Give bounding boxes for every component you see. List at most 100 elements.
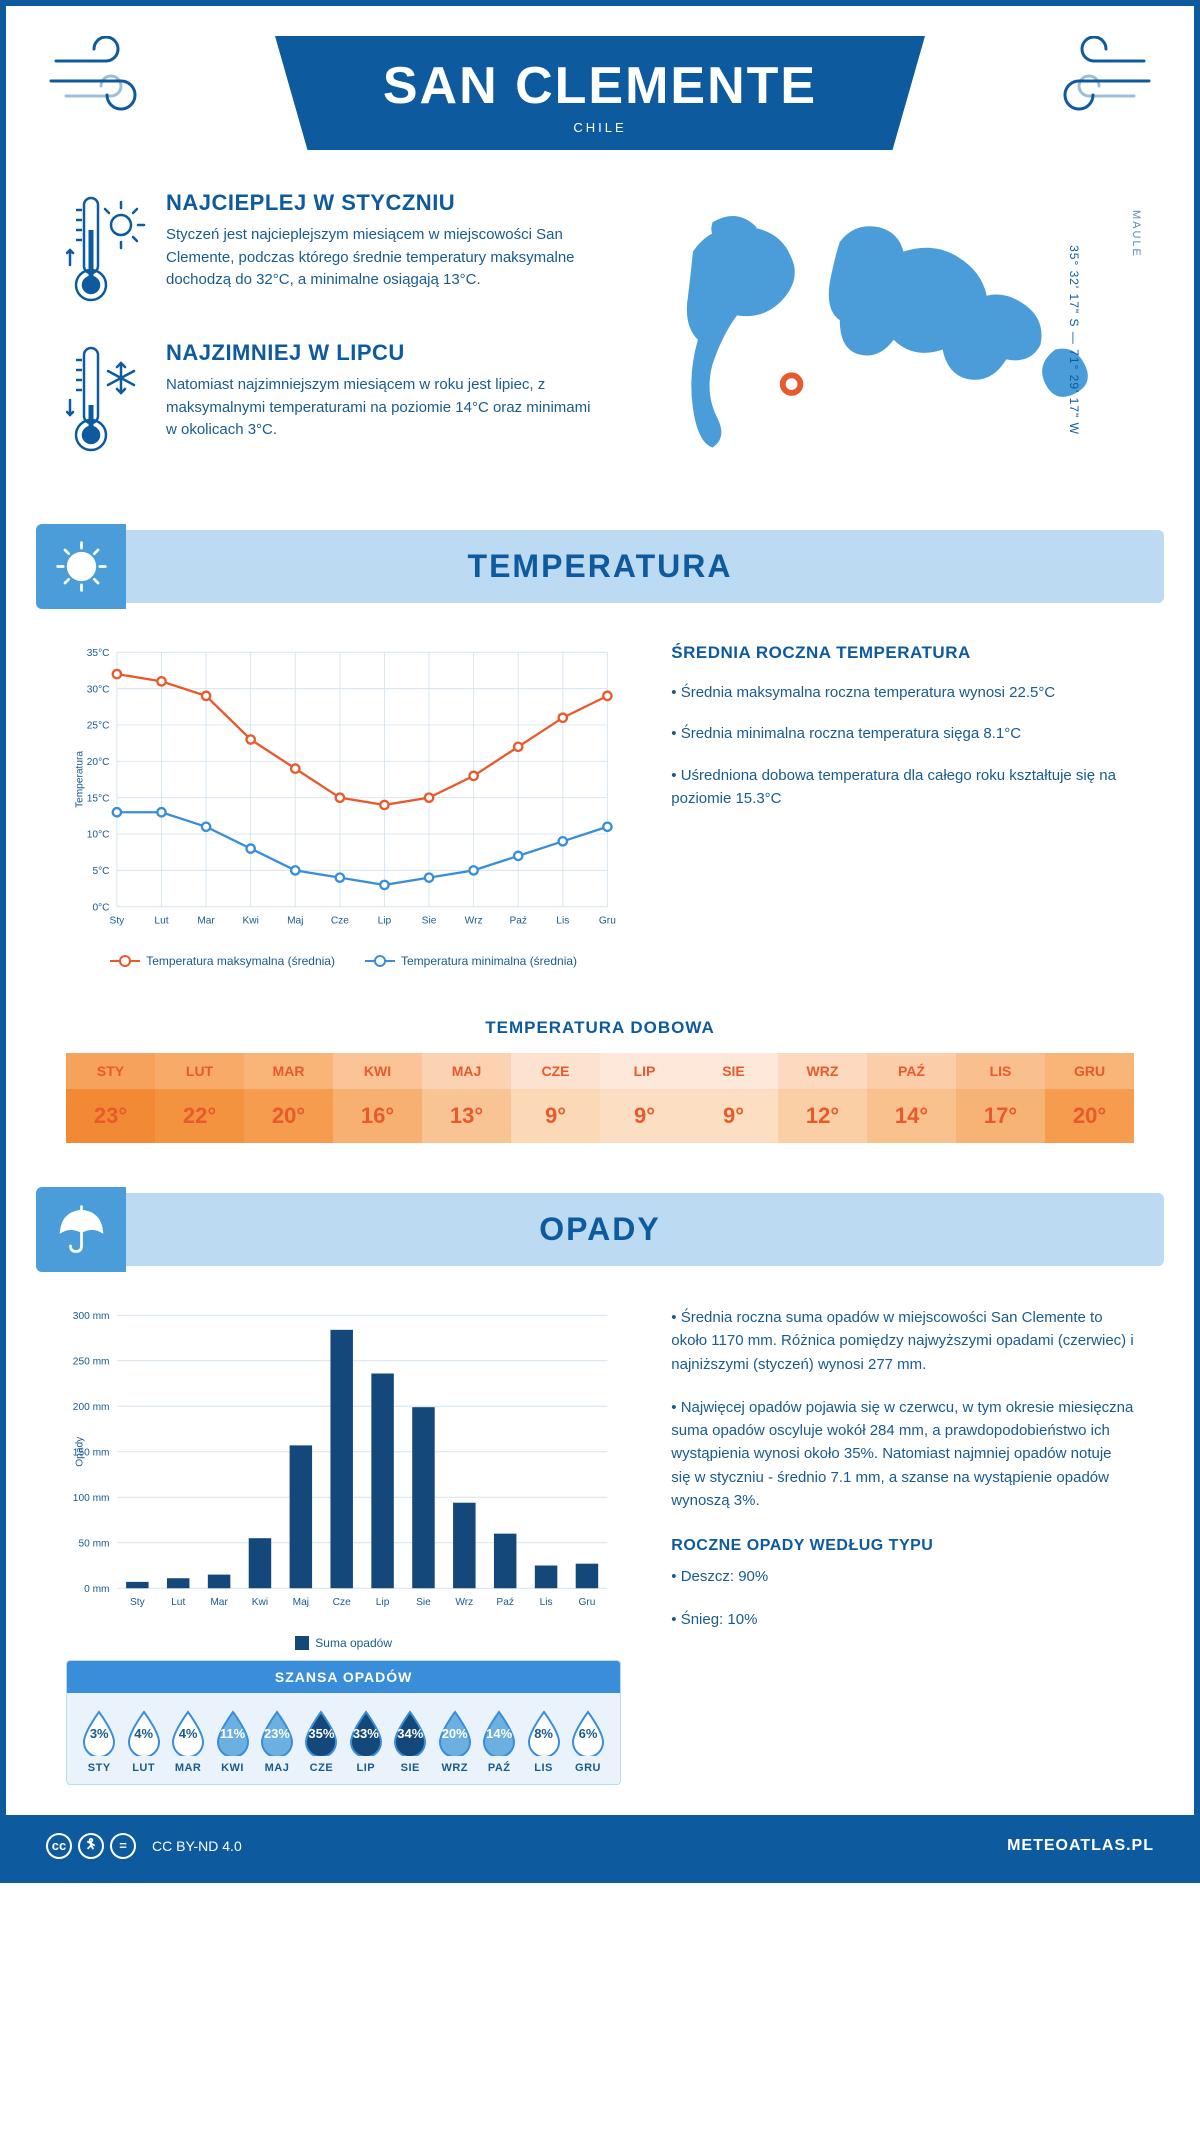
svg-text:Lis: Lis [556, 915, 569, 926]
temp-legend: Temperatura maksymalna (średnia) Tempera… [66, 954, 621, 968]
chance-box: SZANSA OPADÓW 3% STY 4% LUT 4% MAR [66, 1660, 621, 1785]
month-cell: SIE 9° [689, 1053, 778, 1143]
by-icon: 🯈 [78, 1833, 104, 1859]
svg-text:50 mm: 50 mm [78, 1539, 109, 1550]
month-cell: WRZ 12° [778, 1053, 867, 1143]
temperature-title: TEMPERATURA [36, 548, 1164, 585]
svg-text:15°C: 15°C [87, 793, 110, 804]
svg-text:Gru: Gru [599, 915, 616, 926]
chance-cell: 6% GRU [566, 1708, 610, 1774]
title-banner: SAN CLEMENTE CHILE [275, 36, 925, 150]
chance-cell: 11% KWI [210, 1708, 254, 1774]
fact-hot-text: Styczeń jest najcieplejszym miesiącem w … [166, 224, 604, 292]
month-cell: KWI 16° [333, 1053, 422, 1143]
svg-text:Mar: Mar [197, 915, 215, 926]
chance-cell: 4% LUT [121, 1708, 165, 1774]
legend-max: Temperatura maksymalna (średnia) [146, 954, 335, 968]
svg-text:Sty: Sty [110, 915, 126, 926]
fact-hot-title: NAJCIEPLEJ W STYCZNIU [166, 190, 604, 216]
svg-text:30°C: 30°C [87, 684, 110, 695]
svg-text:35°C: 35°C [87, 648, 110, 659]
month-cell: LUT 22° [155, 1053, 244, 1143]
month-cell: MAJ 13° [422, 1053, 511, 1143]
precip-legend: Suma opadów [66, 1636, 621, 1650]
annual-point: Uśredniona dobowa temperatura dla całego… [671, 764, 1134, 811]
svg-text:Cze: Cze [333, 1597, 351, 1608]
chance-cell: 20% WRZ [433, 1708, 477, 1774]
chance-cell: 4% MAR [166, 1708, 210, 1774]
chance-cell: 14% PAŹ [477, 1708, 521, 1774]
cc-icon: cc [46, 1833, 72, 1859]
world-map [644, 190, 1134, 470]
svg-text:Sie: Sie [416, 1597, 431, 1608]
city-name: SAN CLEMENTE [375, 56, 825, 116]
svg-text:Kwi: Kwi [242, 915, 258, 926]
intro-section: NAJCIEPLEJ W STYCZNIU Styczeń jest najci… [6, 170, 1194, 530]
svg-text:Temperatura: Temperatura [75, 751, 86, 808]
svg-text:Mar: Mar [210, 1597, 228, 1608]
legend-min: Temperatura minimalna (średnia) [401, 954, 577, 968]
sun-icon [36, 524, 126, 609]
chance-cell: 35% CZE [299, 1708, 343, 1774]
precip-legend-label: Suma opadów [315, 1636, 392, 1650]
svg-text:100 mm: 100 mm [73, 1493, 110, 1504]
svg-text:5°C: 5°C [92, 866, 109, 877]
wind-icon-left [46, 36, 166, 116]
svg-text:Kwi: Kwi [252, 1597, 268, 1608]
svg-text:Wrz: Wrz [455, 1597, 473, 1608]
license-block: cc 🯈 = CC BY-ND 4.0 [46, 1833, 242, 1859]
chance-cell: 8% LIS [521, 1708, 565, 1774]
svg-text:Opady: Opady [75, 1436, 86, 1467]
svg-text:Lut: Lut [171, 1597, 185, 1608]
annual-point: Średnia maksymalna roczna temperatura wy… [671, 681, 1134, 704]
chance-cell: 23% MAJ [255, 1708, 299, 1774]
daily-temp-table: STY 23° LUT 22° MAR 20° KWI 16° MAJ 13° … [66, 1053, 1134, 1143]
svg-text:Maj: Maj [293, 1597, 309, 1608]
chance-cell: 33% LIP [344, 1708, 388, 1774]
month-cell: LIP 9° [600, 1053, 689, 1143]
fact-cold-title: NAJZIMNIEJ W LIPCU [166, 340, 604, 366]
precip-types-title: ROCZNE OPADY WEDŁUG TYPU [671, 1537, 1134, 1555]
precip-header: OPADY [36, 1193, 1164, 1266]
license-text: CC BY-ND 4.0 [152, 1838, 242, 1854]
precip-para1: Średnia roczna suma opadów w miejscowośc… [671, 1306, 1134, 1376]
chance-cell: 34% SIE [388, 1708, 432, 1774]
thermometer-snow-icon [66, 340, 146, 460]
temperature-header: TEMPERATURA [36, 530, 1164, 603]
svg-text:25°C: 25°C [87, 721, 110, 732]
svg-text:Lut: Lut [154, 915, 168, 926]
svg-text:Gru: Gru [578, 1597, 595, 1608]
svg-text:250 mm: 250 mm [73, 1357, 110, 1368]
svg-text:Paź: Paź [509, 915, 527, 926]
coords-label: 35° 32' 17" S — 71° 29' 17" W [1067, 245, 1081, 435]
footer: cc 🯈 = CC BY-ND 4.0 METEOATLAS.PL [6, 1815, 1194, 1877]
fact-cold-text: Natomiast najzimniejszym miesiącem w rok… [166, 374, 604, 442]
svg-text:20°C: 20°C [87, 757, 110, 768]
month-cell: MAR 20° [244, 1053, 333, 1143]
umbrella-icon [36, 1187, 126, 1272]
region-label: MAULE [1130, 210, 1142, 258]
month-cell: STY 23° [66, 1053, 155, 1143]
chance-title: SZANSA OPADÓW [67, 1661, 620, 1693]
svg-text:Lis: Lis [540, 1597, 553, 1608]
annual-temp-title: ŚREDNIA ROCZNA TEMPERATURA [671, 643, 1134, 663]
thermometer-sun-icon [66, 190, 146, 310]
wind-icon-right [1034, 36, 1154, 116]
annual-point: Średnia minimalna roczna temperatura się… [671, 722, 1134, 745]
nd-icon: = [110, 1833, 136, 1859]
svg-text:Sie: Sie [422, 915, 437, 926]
svg-text:0°C: 0°C [92, 902, 109, 913]
precip-type: Deszcz: 90% [671, 1565, 1134, 1588]
daily-temp-title: TEMPERATURA DOBOWA [6, 1018, 1194, 1038]
svg-text:300 mm: 300 mm [73, 1311, 110, 1322]
svg-text:Lip: Lip [376, 1597, 390, 1608]
svg-text:200 mm: 200 mm [73, 1402, 110, 1413]
svg-text:0 mm: 0 mm [84, 1584, 109, 1595]
month-cell: CZE 9° [511, 1053, 600, 1143]
footer-brand: METEOATLAS.PL [1007, 1837, 1154, 1855]
chance-cell: 3% STY [77, 1708, 121, 1774]
temperature-chart: 0°C 5°C 10°C 15°C 20°C 25°C 30°C 35°C Sty Lut Mar K… [66, 643, 621, 939]
svg-text:Maj: Maj [287, 915, 303, 926]
svg-text:Wrz: Wrz [465, 915, 483, 926]
svg-text:10°C: 10°C [87, 830, 110, 841]
